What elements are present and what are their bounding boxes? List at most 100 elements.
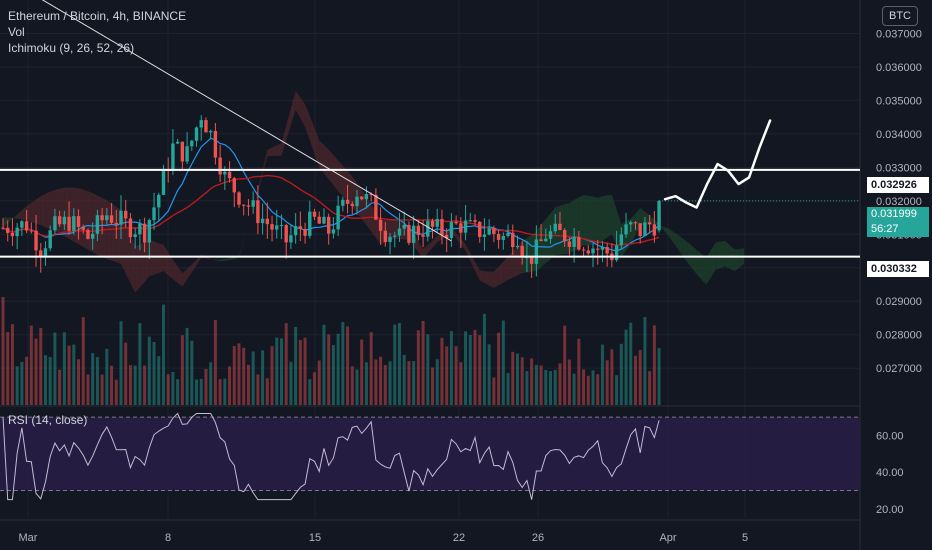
volume-bar <box>501 320 505 405</box>
candle-body <box>596 248 600 250</box>
volume-bar <box>402 354 406 405</box>
ichimoku-cloud-segment <box>64 187 70 239</box>
candle-body <box>572 236 576 247</box>
rsi-indicator-label[interactable]: RSI (14, close) <box>8 413 88 427</box>
volume-bar <box>265 378 269 405</box>
candle-body <box>270 224 274 230</box>
volume-bar <box>577 338 581 405</box>
volume-bar <box>468 334 472 405</box>
ichimoku-cloud-segment <box>92 193 98 256</box>
volume-bar <box>553 369 557 405</box>
rsi-line <box>2 412 660 501</box>
volume-bar <box>176 379 180 405</box>
candle-body <box>43 248 48 257</box>
candle-body <box>501 236 506 240</box>
candle-body <box>138 223 142 235</box>
ichimoku-cloud-segment <box>456 233 461 245</box>
candle-body <box>6 227 10 233</box>
volume-bar <box>520 357 524 405</box>
volume-bar <box>572 373 576 405</box>
ichimoku-cloud-segment <box>215 259 221 262</box>
candle-body <box>67 216 71 231</box>
candle-body <box>175 141 180 144</box>
volume-bar <box>431 367 435 405</box>
candle-body <box>10 232 15 237</box>
ichimoku-cloud-segment <box>390 219 395 241</box>
candle-body <box>454 221 458 224</box>
volume-bar <box>487 344 491 405</box>
ichimoku-cloud-segment <box>720 240 726 269</box>
candle-body <box>303 228 307 236</box>
volume-bar <box>478 335 482 405</box>
ichimoku-cloud-segment <box>290 90 296 125</box>
ichimoku-indicator-label[interactable]: Ichimoku (9, 26, 52, 26) <box>8 41 135 55</box>
lower-level-price-tag: 0.030332 <box>867 261 929 277</box>
ichimoku-cloud-segment <box>17 210 22 220</box>
volume-bar <box>119 321 123 405</box>
price-axis-label: 0.036000 <box>876 62 922 74</box>
candle-body <box>435 219 439 227</box>
ichimoku-conversion-line <box>2 137 660 252</box>
volume-bar <box>242 347 246 405</box>
volume-bar <box>511 351 515 405</box>
candle-body <box>444 234 449 239</box>
candle-body <box>614 245 619 261</box>
ichimoku-cloud-segment <box>432 236 438 248</box>
volume-bar <box>459 362 463 405</box>
volume-bar <box>652 325 656 405</box>
ichimoku-cloud-segment <box>111 203 117 263</box>
volume-bar <box>563 325 567 405</box>
candle-body <box>298 226 303 229</box>
ichimoku-cloud-segment <box>649 215 655 225</box>
volume-bar <box>506 373 510 405</box>
ichimoku-cloud-segment <box>479 270 485 284</box>
candle-body <box>624 224 628 235</box>
volume-bar <box>393 324 397 405</box>
candle-body <box>478 221 482 237</box>
volume-bar <box>605 360 609 405</box>
ichimoku-cloud-segment <box>593 196 598 245</box>
candle-body <box>95 215 100 234</box>
ichimoku-cloud-segment <box>172 259 178 283</box>
ichimoku-cloud-segment <box>423 244 428 259</box>
volume-indicator-label[interactable]: Vol <box>8 25 25 39</box>
volume-bar <box>100 374 104 405</box>
volume-bar <box>567 359 571 405</box>
volume-bar <box>72 344 76 405</box>
ichimoku-cloud-segment <box>668 228 674 243</box>
volume-bar <box>643 317 647 405</box>
candle-body <box>128 218 133 238</box>
ichimoku-cloud-segment <box>106 200 112 261</box>
candle-body <box>449 221 454 239</box>
candle-body <box>534 239 539 264</box>
volume-bar <box>20 361 24 405</box>
symbol-title[interactable]: Ethereum / Bitcoin, 4h, BINANCE <box>8 9 187 23</box>
ichimoku-cloud-segment <box>187 264 192 280</box>
ichimoku-cloud-segment <box>328 149 334 186</box>
volume-bar <box>10 324 14 405</box>
candle-body <box>591 248 595 254</box>
candle-body <box>133 234 137 238</box>
volume-bar <box>619 343 623 405</box>
ichimoku-cloud-segment <box>135 244 140 293</box>
ichimoku-cloud-segment <box>83 189 88 250</box>
ichimoku-cloud-segment <box>441 230 447 240</box>
ichimoku-cloud-segment <box>588 195 593 246</box>
ichimoku-cloud-segment <box>139 241 145 288</box>
volume-bar <box>412 361 416 405</box>
volume-bar <box>629 322 633 405</box>
currency-badge[interactable]: BTC <box>882 6 918 26</box>
ichimoku-cloud-segment <box>493 266 499 288</box>
volume-bar <box>515 353 519 405</box>
ichimoku-cloud-segment <box>687 242 693 269</box>
candle-body <box>657 200 661 231</box>
volume-bar <box>251 351 255 405</box>
candle-body <box>53 216 57 231</box>
ichimoku-cloud-segment <box>711 242 716 278</box>
candle-body <box>265 218 270 225</box>
candle-body <box>345 199 350 204</box>
candle-body <box>487 228 491 235</box>
candle-body <box>72 216 76 231</box>
candle-body <box>246 205 251 207</box>
